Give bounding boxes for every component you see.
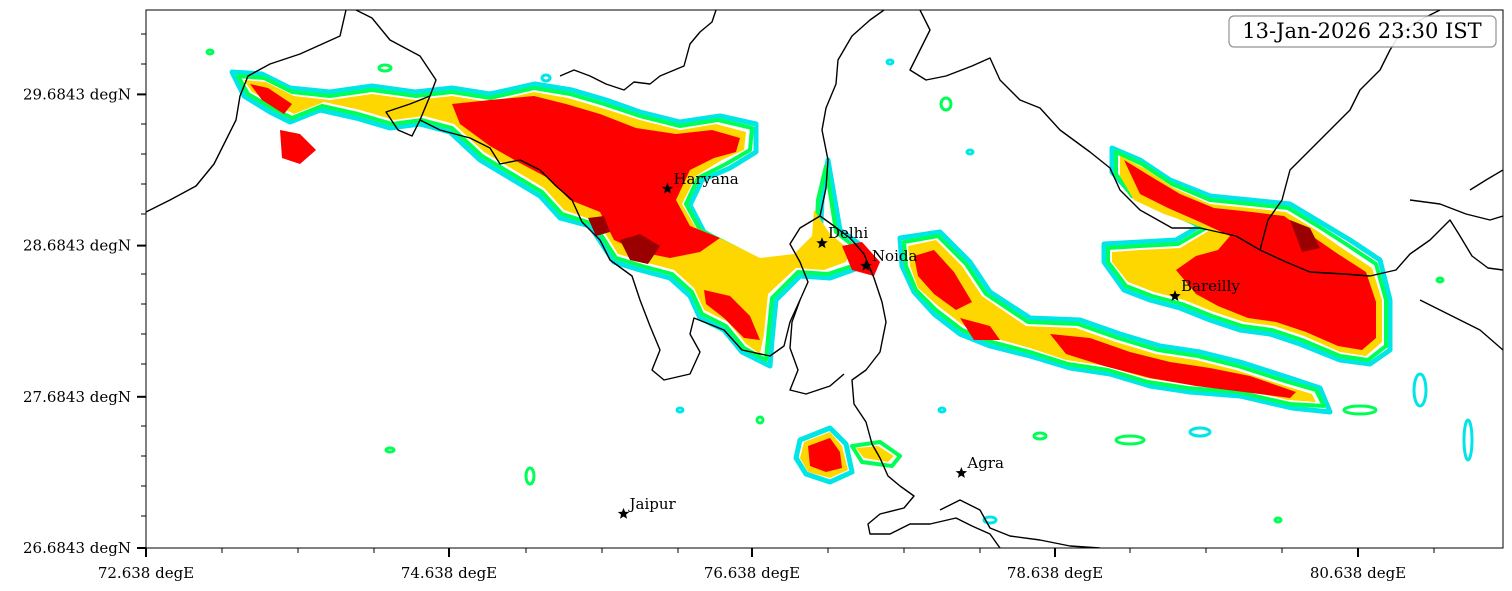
fog-speckle: [1114, 434, 1146, 446]
fog-red-fill: [914, 250, 1296, 398]
fog-speckle: [1032, 431, 1048, 441]
y-tick-label: 28.6843 degN: [23, 237, 131, 255]
y-tick-label: 27.6843 degN: [23, 388, 131, 406]
city-label-bareilly: Bareilly: [1181, 277, 1240, 295]
fog-speckle: [1412, 372, 1428, 408]
fog-speckle: [377, 63, 393, 73]
fog-red-fill: [250, 84, 880, 340]
fog-region-south: [793, 425, 902, 485]
fog-speckle: [885, 58, 895, 66]
fog-region-central: [897, 229, 1333, 415]
fog-green-band: [902, 234, 1326, 408]
city-label-haryana: Haryana: [673, 170, 738, 188]
x-tick-label: 74.638 degE: [401, 564, 497, 582]
x-minor-ticks: [221, 548, 1435, 553]
timestamp-box: 13-Jan-2026 23:30 IST: [1228, 15, 1497, 48]
fog-speckle: [1342, 404, 1378, 416]
border-line: [146, 10, 347, 213]
fog-darkred-fill: [588, 216, 660, 264]
fog-speckle: [937, 406, 947, 414]
border-line: [909, 10, 1503, 277]
fog-speckle: [1188, 426, 1212, 438]
fog-speckle: [939, 96, 953, 112]
fog-speckle: [982, 515, 998, 525]
city-label-delhi: Delhi: [828, 224, 868, 242]
city-star-icon: [860, 259, 872, 271]
fog-red-fill: [808, 438, 842, 472]
city-star-icon: [955, 467, 968, 478]
fog-region-east: [1101, 145, 1393, 367]
fog-darkred-fill: [1290, 220, 1320, 252]
fog-outer-band: [897, 229, 1333, 415]
fog-speckle: [384, 446, 396, 454]
y-tick-label: 29.6843 degN: [23, 85, 131, 103]
border-line: [939, 499, 1101, 548]
border-line: [789, 299, 845, 395]
fog-speckle: [675, 406, 685, 414]
city-star-icon: [1169, 290, 1181, 301]
x-tick-label: 76.638 degE: [704, 564, 800, 582]
city-star-icon: [617, 507, 630, 519]
fog-green-band: [1106, 150, 1388, 362]
fog-yellow-fill: [856, 446, 894, 462]
fog-speckle: [1435, 276, 1445, 284]
border-line: [1469, 169, 1503, 191]
border-line: [385, 95, 431, 137]
city-label-agra: Agra: [966, 454, 1004, 472]
city-star-icon: [661, 182, 674, 194]
y-tick-label: 26.6843 degN: [23, 539, 131, 557]
timestamp-label: 13-Jan-2026 23:30 IST: [1242, 19, 1481, 43]
border-line: [819, 215, 1001, 548]
fog-speckle: [1462, 418, 1474, 462]
x-tick-label: 72.638 degE: [98, 564, 194, 582]
fog-speckle: [524, 466, 536, 486]
y-axis: 29.6843 degN 28.6843 degN 27.6843 degN 26.6…: [23, 85, 146, 557]
y-minor-ticks: [141, 33, 146, 517]
fog-outer-band: [793, 425, 855, 485]
fog-region-west: [229, 69, 880, 369]
border-line: [1419, 299, 1503, 351]
fog-outer-band: [1101, 145, 1393, 367]
plot-area: [146, 10, 1503, 548]
city-star-icon: [816, 237, 828, 249]
border-line: [355, 10, 885, 381]
timestamp-frame: [1228, 15, 1497, 48]
fog-speckles: [205, 48, 1474, 525]
fog-speckle: [1273, 516, 1283, 524]
x-axis: 72.638 degE 74.638 degE 76.638 degE 78.638 …: [98, 548, 1406, 582]
x-tick-label: 80.638 degE: [1310, 564, 1406, 582]
fog-speckle: [205, 48, 215, 56]
plot-frame: [145, 9, 1504, 549]
city-label-noida: Noida: [872, 247, 918, 265]
city-label-jaipur: Jaipur: [628, 495, 677, 513]
fog-speckle: [540, 73, 552, 83]
x-tick-label: 78.638 degE: [1007, 564, 1103, 582]
border-line: [1409, 199, 1503, 221]
fog-red-fill: [1124, 160, 1376, 350]
minor-ticks: [141, 33, 1435, 553]
border-line: [559, 10, 717, 91]
fog-speckle: [755, 415, 765, 425]
fog-outer-band: [850, 440, 902, 468]
fog-speckle: [965, 148, 975, 156]
